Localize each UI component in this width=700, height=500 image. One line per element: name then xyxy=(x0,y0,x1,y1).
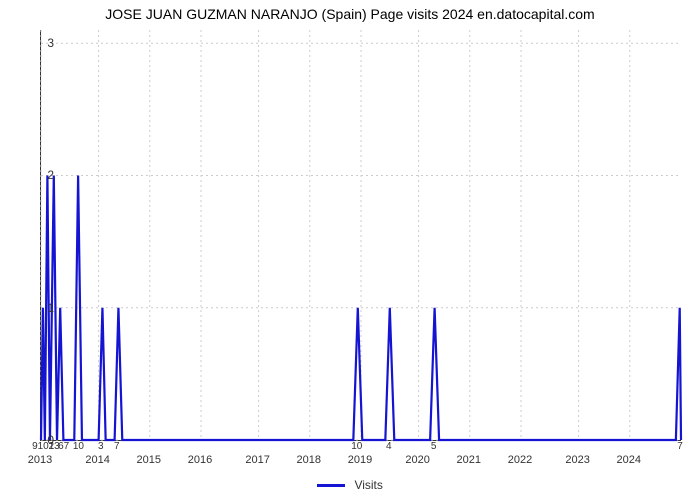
x-year-label: 2015 xyxy=(137,454,161,466)
y-tick-label: 3 xyxy=(34,36,54,50)
x-year-label: 2016 xyxy=(188,454,212,466)
y-tick-label: 2 xyxy=(34,168,54,182)
x-year-label: 2021 xyxy=(457,454,481,466)
x-year-label: 2017 xyxy=(245,454,269,466)
x-year-label: 2023 xyxy=(565,454,589,466)
legend-label: Visits xyxy=(354,478,382,492)
x-year-label: 2013 xyxy=(28,454,52,466)
x-year-label: 2024 xyxy=(617,454,641,466)
x-year-label: 2014 xyxy=(85,454,109,466)
x-value-label: 67 xyxy=(58,441,69,452)
x-value-label: 7 xyxy=(114,441,120,452)
x-value-label: 4 xyxy=(386,441,392,452)
legend-swatch xyxy=(317,484,345,487)
plot-svg xyxy=(41,30,681,440)
x-value-label: 10 xyxy=(73,441,84,452)
x-value-label: 10 xyxy=(351,441,362,452)
x-year-label: 2020 xyxy=(405,454,429,466)
plot-area xyxy=(40,30,681,441)
x-value-label: 7 xyxy=(677,441,683,452)
legend: Visits xyxy=(0,478,700,492)
y-tick-label: 1 xyxy=(34,301,54,315)
x-value-label: 5 xyxy=(431,441,437,452)
x-year-label: 2018 xyxy=(297,454,321,466)
x-year-label: 2019 xyxy=(348,454,372,466)
x-year-label: 2022 xyxy=(508,454,532,466)
x-value-label: 3 xyxy=(98,441,104,452)
chart-title: JOSE JUAN GUZMAN NARANJO (Spain) Page vi… xyxy=(0,6,700,22)
visits-chart: JOSE JUAN GUZMAN NARANJO (Spain) Page vi… xyxy=(0,0,700,500)
